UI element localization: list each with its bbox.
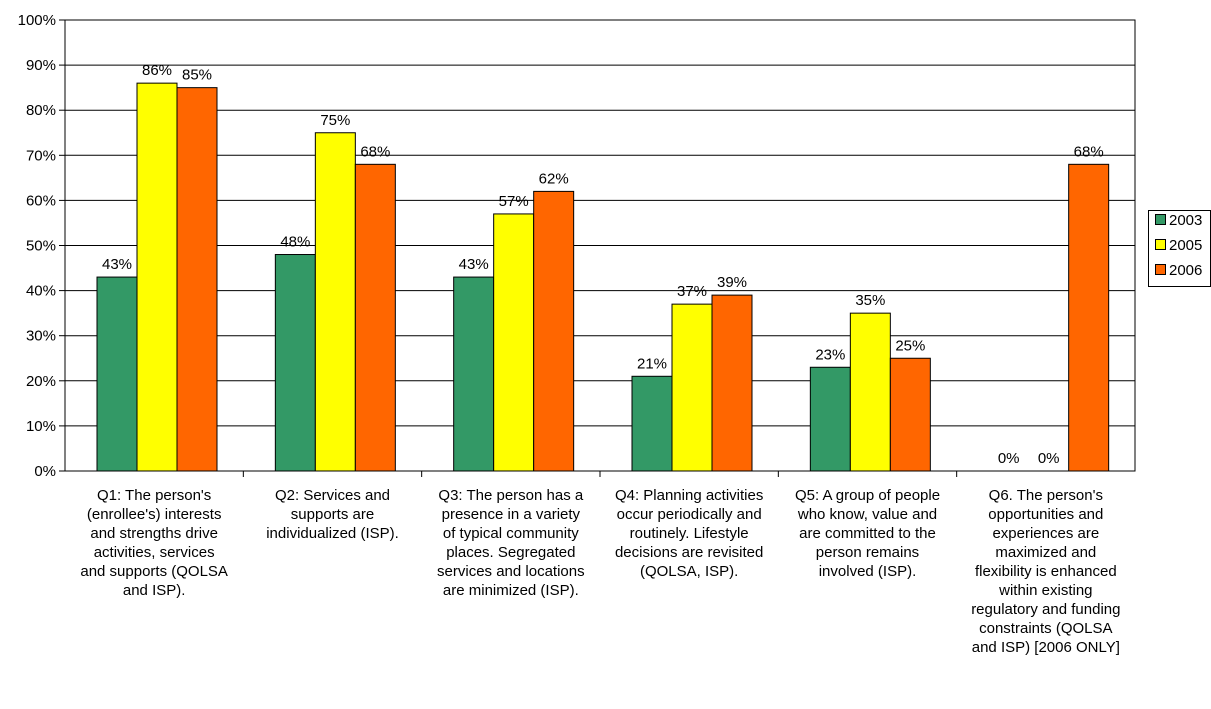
bar-2003	[809, 366, 851, 472]
data-label-2003: 43%	[102, 256, 132, 273]
y-tick-label: 40%	[26, 283, 56, 300]
legend-item-2006: 2006	[1155, 262, 1202, 280]
legend-swatch-2003	[1155, 214, 1166, 225]
y-tick-label: 0%	[34, 463, 56, 480]
data-label-2006: 62%	[539, 170, 569, 187]
y-tick-label: 60%	[26, 192, 56, 209]
bar-2003	[453, 276, 495, 472]
y-tick-label: 50%	[26, 238, 56, 255]
legend: 2003 2005 2006	[1148, 210, 1211, 287]
data-label-2005: 57%	[499, 193, 529, 210]
x-category-label: Q6. The person's opportunities and exper…	[971, 487, 1121, 656]
legend-swatch-2006	[1155, 264, 1166, 275]
data-label-2003: 21%	[637, 355, 667, 372]
legend-swatch-2005	[1155, 239, 1166, 250]
data-label-2003: 43%	[459, 256, 489, 273]
y-tick-label: 30%	[26, 328, 56, 345]
bar-2003	[631, 375, 673, 472]
bar-2005	[314, 132, 356, 472]
bar-2005	[671, 303, 713, 472]
data-label-2006: 68%	[360, 143, 390, 160]
data-label-2003: 48%	[280, 234, 310, 251]
bar-2006	[533, 190, 575, 472]
bar-2005	[136, 82, 178, 472]
bar-2006	[176, 87, 218, 472]
bar-2006	[711, 294, 753, 472]
data-label-2006: 39%	[717, 274, 747, 291]
legend-item-2003: 2003	[1155, 212, 1202, 230]
data-label-2005: 0%	[1038, 450, 1060, 467]
bar-2006	[354, 163, 396, 472]
data-label-2003: 0%	[998, 450, 1020, 467]
data-label-2005: 35%	[855, 292, 885, 309]
y-tick-label: 80%	[26, 102, 56, 119]
x-category-label: Q3: The person has a presence in a varie…	[437, 487, 585, 599]
x-category-label: Q2: Services and supports are individual…	[266, 487, 399, 542]
data-label-2005: 75%	[320, 112, 350, 129]
y-tick-label: 70%	[26, 147, 56, 164]
bar-2003	[274, 254, 316, 472]
y-tick-label: 90%	[26, 57, 56, 74]
data-label-2003: 23%	[815, 346, 845, 363]
data-label-2005: 86%	[142, 62, 172, 79]
bar-2006	[889, 357, 931, 472]
x-category-label: Q4: Planning activities occur periodical…	[614, 487, 764, 580]
bar-2006	[1068, 163, 1110, 472]
data-label-2006: 85%	[182, 67, 212, 84]
x-category-label: Q1: The person's (enrollee's) interests …	[80, 487, 228, 599]
bar-2003	[96, 276, 138, 472]
legend-item-2005: 2005	[1155, 237, 1202, 255]
y-tick-label: 100%	[18, 12, 56, 29]
bar-2005	[493, 213, 535, 472]
data-label-2005: 37%	[677, 283, 707, 300]
data-label-2006: 25%	[895, 337, 925, 354]
bar-2005	[849, 312, 891, 472]
y-tick-label: 10%	[26, 418, 56, 435]
x-category-label: Q5: A group of people who know, value an…	[794, 487, 941, 580]
data-label-2006: 68%	[1074, 143, 1104, 160]
y-tick-label: 20%	[26, 373, 56, 390]
